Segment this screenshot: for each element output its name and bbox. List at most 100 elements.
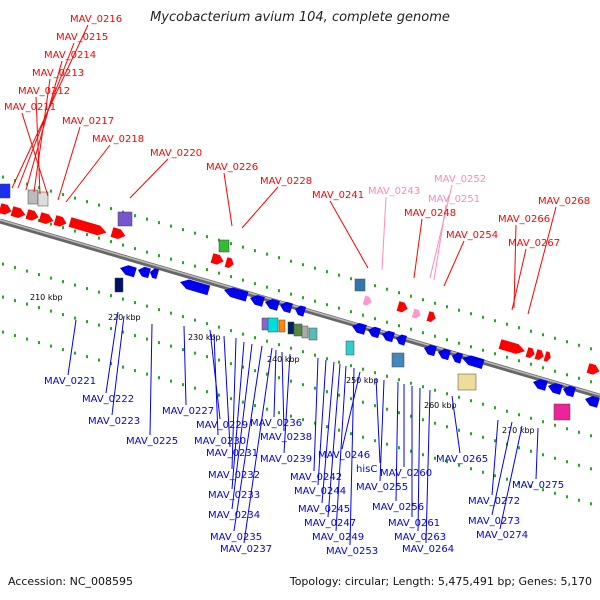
gene-label[interactable]: MAV_0244 (294, 486, 346, 497)
forward-gene-arrow[interactable] (534, 349, 545, 361)
gene-label[interactable]: MAV_0235 (210, 532, 262, 543)
forward-gene-arrow[interactable] (525, 347, 536, 359)
gene-label[interactable]: MAV_0232 (208, 470, 260, 481)
gene-label[interactable]: MAV_0251 (428, 194, 480, 205)
gene-box[interactable] (278, 319, 286, 333)
gene-label[interactable]: MAV_0246 (318, 450, 370, 461)
forward-gene-arrow[interactable] (25, 209, 40, 222)
gene-label[interactable]: MAV_0275 (512, 480, 564, 491)
forward-gene-arrow[interactable] (210, 253, 225, 266)
gene-label[interactable]: MAV_0233 (208, 490, 260, 501)
gene-label[interactable]: MAV_0261 (388, 518, 440, 529)
gene-label[interactable]: MAV_0231 (206, 448, 258, 459)
gene-label[interactable]: MAV_0245 (298, 504, 350, 515)
gene-label[interactable]: MAV_0256 (372, 502, 424, 513)
gene-box[interactable] (308, 327, 318, 341)
gene-label[interactable]: MAV_0222 (82, 394, 134, 405)
gene-label[interactable]: hisC (356, 464, 377, 475)
gene-label[interactable]: MAV_0264 (402, 544, 454, 555)
gene-box[interactable] (301, 325, 309, 339)
gene-label[interactable]: MAV_0267 (508, 238, 560, 249)
gene-label[interactable]: MAV_0274 (476, 530, 528, 541)
reverse-gene-arrow[interactable] (367, 325, 381, 339)
gene-label[interactable]: MAV_0228 (260, 176, 312, 187)
gene-label[interactable]: MAV_0223 (88, 416, 140, 427)
gene-label[interactable]: MAV_0252 (434, 174, 486, 185)
gene-label[interactable]: MAV_0243 (368, 186, 420, 197)
gene-label[interactable]: MAV_0237 (220, 544, 272, 555)
forward-gene-arrow[interactable] (396, 301, 409, 313)
forward-gene-arrow[interactable] (586, 363, 600, 376)
gene-box[interactable] (37, 191, 49, 207)
gene-label[interactable]: MAV_0242 (290, 472, 342, 483)
gene-label[interactable]: MAV_0212 (18, 86, 70, 97)
gene-label[interactable]: MAV_0265 (436, 454, 488, 465)
forward-gene-arrow[interactable] (68, 217, 108, 237)
forward-gene-arrow[interactable] (543, 351, 553, 362)
gene-box[interactable] (267, 317, 279, 333)
forward-gene-arrow[interactable] (224, 257, 235, 269)
gene-box[interactable] (218, 239, 230, 253)
gene-label[interactable]: MAV_0255 (356, 482, 408, 493)
gene-box[interactable] (293, 323, 303, 337)
forward-gene-arrow[interactable] (426, 311, 437, 323)
gene-box[interactable] (117, 211, 133, 227)
gene-box[interactable] (27, 189, 39, 205)
gene-label[interactable]: MAV_0225 (126, 436, 178, 447)
gene-label[interactable]: MAV_0247 (304, 518, 356, 529)
reverse-gene-arrow[interactable] (264, 297, 280, 311)
gene-label[interactable]: MAV_0218 (92, 134, 144, 145)
gene-label[interactable]: MAV_0234 (208, 510, 260, 521)
gene-box[interactable] (354, 278, 366, 292)
gene-box[interactable] (0, 183, 11, 199)
reverse-gene-arrow[interactable] (547, 381, 563, 395)
gene-label[interactable]: MAV_0248 (404, 208, 456, 219)
gene-label[interactable]: MAV_0266 (498, 214, 550, 225)
gene-label[interactable]: MAV_0254 (446, 230, 498, 241)
gene-box[interactable] (345, 340, 355, 356)
gene-label[interactable]: MAV_0211 (4, 102, 56, 113)
reverse-gene-arrow[interactable] (395, 333, 408, 346)
gene-label[interactable]: MAV_0263 (394, 532, 446, 543)
gene-label[interactable]: MAV_0273 (468, 516, 520, 527)
gene-label[interactable]: MAV_0217 (62, 116, 114, 127)
gene-label[interactable]: MAV_0229 (196, 420, 248, 431)
gene-box[interactable] (457, 373, 477, 391)
gene-label[interactable]: MAV_0221 (44, 376, 96, 387)
forward-gene-arrow[interactable] (110, 227, 127, 241)
gene-label[interactable]: MAV_0253 (326, 546, 378, 557)
gene-label[interactable]: MAV_0268 (538, 196, 590, 207)
gene-label[interactable]: MAV_0230 (194, 436, 246, 447)
reverse-gene-arrow[interactable] (562, 384, 576, 398)
gene-label[interactable]: MAV_0213 (32, 68, 84, 79)
gene-label[interactable]: MAV_0236 (250, 418, 302, 429)
reverse-gene-arrow[interactable] (149, 267, 160, 280)
reverse-gene-arrow[interactable] (532, 377, 548, 391)
gene-label[interactable]: MAV_0227 (162, 406, 214, 417)
reverse-gene-arrow[interactable] (279, 300, 293, 314)
reverse-gene-arrow[interactable] (437, 347, 451, 361)
pseudogene-arrow[interactable] (411, 308, 422, 320)
gene-label[interactable]: MAV_0249 (312, 532, 364, 543)
reverse-gene-arrow[interactable] (249, 293, 265, 307)
gene-box[interactable] (391, 352, 405, 368)
gene-box[interactable] (287, 321, 295, 335)
gene-label[interactable]: MAV_0226 (206, 162, 258, 173)
gene-label[interactable]: MAV_0220 (150, 148, 202, 159)
pseudogene-arrow[interactable] (362, 295, 373, 307)
reverse-gene-arrow[interactable] (451, 351, 464, 364)
reverse-gene-arrow[interactable] (137, 265, 151, 279)
reverse-gene-arrow[interactable] (381, 329, 395, 343)
gene-label[interactable]: MAV_0260 (380, 468, 432, 479)
gene-label[interactable]: MAV_0272 (468, 496, 520, 507)
gene-label[interactable]: MAV_0241 (312, 190, 364, 201)
forward-gene-arrow[interactable] (498, 339, 527, 356)
reverse-gene-arrow[interactable] (223, 285, 249, 302)
gene-label[interactable]: MAV_0238 (260, 432, 312, 443)
gene-box[interactable] (553, 403, 571, 421)
forward-gene-arrow[interactable] (10, 206, 27, 220)
reverse-gene-arrow[interactable] (584, 394, 600, 408)
gene-box[interactable] (114, 277, 124, 293)
forward-gene-arrow[interactable] (53, 215, 68, 228)
forward-gene-arrow[interactable] (38, 212, 55, 226)
